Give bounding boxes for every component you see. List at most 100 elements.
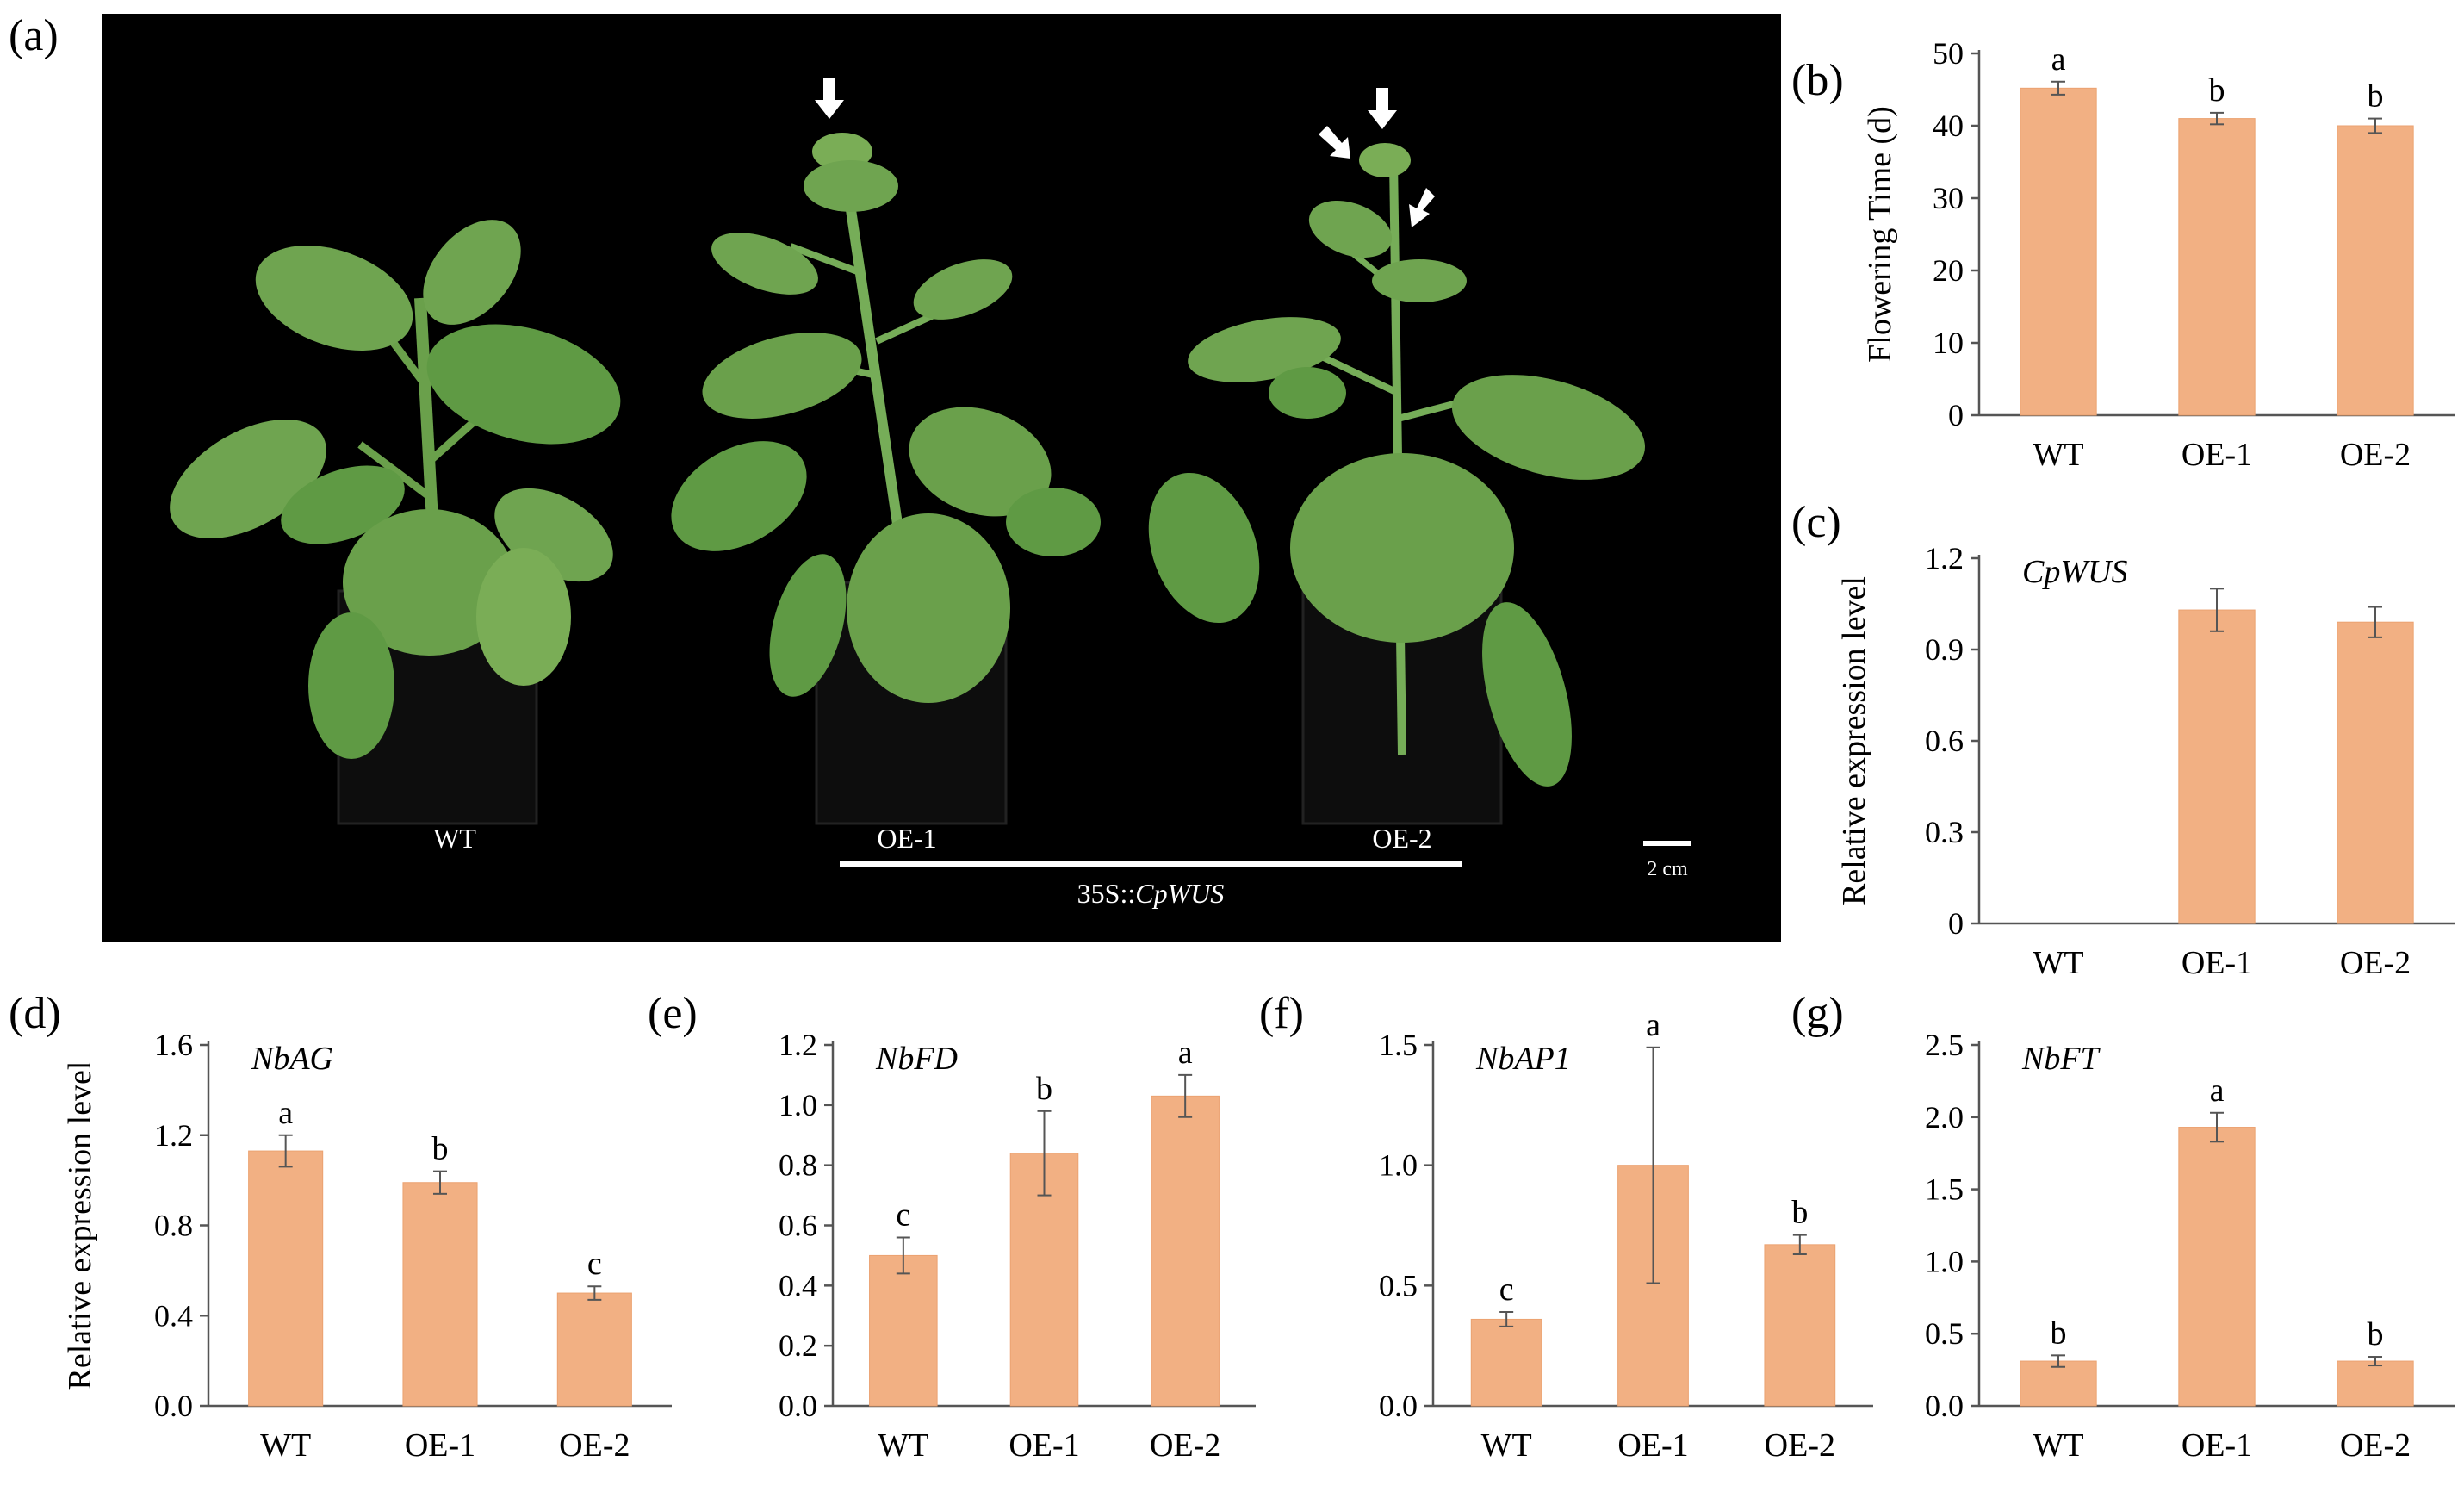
construct-label: 35S::CpWUS xyxy=(1077,878,1225,909)
y-tick-label-f: 1.0 xyxy=(1379,1148,1418,1183)
panel-label-e: (e) xyxy=(648,989,698,1038)
gene-label-g: NbFT xyxy=(2021,1041,2101,1077)
bar-d-oe-2 xyxy=(556,1292,632,1407)
y-tick-label-g: 2.0 xyxy=(1925,1100,1964,1135)
panel-label-c: (c) xyxy=(1791,498,1841,547)
bar-g-wt xyxy=(2020,1360,2097,1407)
panel-label-f: (f) xyxy=(1259,989,1304,1038)
gene-label-f: NbAP1 xyxy=(1475,1041,1571,1077)
y-tick-label-c: 0.9 xyxy=(1925,632,1964,667)
x-tick-label-d: WT xyxy=(260,1427,311,1464)
x-tick-label-f: OE-1 xyxy=(1617,1427,1688,1464)
bar-e-wt xyxy=(869,1254,938,1407)
x-tick-label-e: OE-1 xyxy=(1009,1427,1079,1464)
y-tick-label-d: 1.2 xyxy=(154,1118,193,1153)
bar-c-oe-1 xyxy=(2178,609,2256,924)
x-tick-label-b: OE-1 xyxy=(2182,437,2252,473)
bar-d-oe-1 xyxy=(402,1182,478,1407)
oe2-plant xyxy=(1148,143,1645,825)
x-tick-label-d: OE-2 xyxy=(559,1427,630,1464)
y-tick-label-e: 0.0 xyxy=(779,1389,817,1423)
sig-letter-f: b xyxy=(1791,1195,1808,1231)
x-tick-label-g: OE-2 xyxy=(2340,1427,2411,1464)
y-tick-label-e: 0.2 xyxy=(779,1328,817,1363)
y-tick-label-e: 0.6 xyxy=(779,1209,817,1243)
sig-letter-d: a xyxy=(278,1095,293,1131)
sig-letter-e: a xyxy=(1178,1035,1193,1071)
bar-b-wt xyxy=(2020,87,2097,416)
x-tick-label-f: OE-2 xyxy=(1765,1427,1835,1464)
bar-e-oe-2 xyxy=(1151,1095,1220,1407)
y-tick-label-e: 1.0 xyxy=(779,1088,817,1122)
x-tick-label-d: OE-1 xyxy=(405,1427,475,1464)
arrows xyxy=(815,78,1435,227)
sig-letter-d: b xyxy=(432,1131,449,1167)
gene-label-c: CpWUS xyxy=(2022,554,2127,590)
x-tick-label-c: OE-1 xyxy=(2182,945,2252,981)
construct-line xyxy=(840,861,1462,867)
y-tick-label-b: 0 xyxy=(1948,398,1964,432)
y-tick-label-c: 0 xyxy=(1948,906,1964,941)
bar-g-oe-1 xyxy=(2178,1127,2256,1407)
y-tick-label-c: 1.2 xyxy=(1925,541,1964,575)
y-tick-label-d: 0.0 xyxy=(154,1389,193,1423)
x-tick-label-g: WT xyxy=(2033,1427,2083,1464)
x-tick-label-b: OE-2 xyxy=(2340,437,2411,473)
y-tick-label-f: 0.5 xyxy=(1379,1268,1418,1303)
arrow-oe2-right xyxy=(1409,188,1435,227)
y-tick-label-g: 2.5 xyxy=(1925,1028,1964,1062)
sig-letter-d: c xyxy=(587,1246,602,1282)
sig-letter-f: c xyxy=(1499,1271,1514,1308)
sig-letter-b: b xyxy=(2368,78,2384,115)
gene-label-e: NbFD xyxy=(875,1041,958,1077)
bar-f-oe-2 xyxy=(1764,1244,1836,1407)
x-tick-label-e: OE-2 xyxy=(1150,1427,1220,1464)
y-tick-label-f: 1.5 xyxy=(1379,1028,1418,1062)
y-tick-label-e: 0.4 xyxy=(779,1268,817,1303)
x-tick-label-b: WT xyxy=(2033,437,2083,473)
oe1-plant xyxy=(671,133,1101,825)
y-tick-label-b: 30 xyxy=(1933,181,1964,215)
x-tick-label-g: OE-1 xyxy=(2182,1427,2252,1464)
sig-letter-e: b xyxy=(1036,1071,1052,1107)
panel-label-d: (d) xyxy=(9,989,61,1038)
y-tick-label-b: 10 xyxy=(1933,326,1964,360)
sig-letter-g: a xyxy=(2210,1073,2225,1109)
x-tick-label-f: WT xyxy=(1481,1427,1532,1464)
bar-f-wt xyxy=(1470,1318,1542,1407)
y-tick-label-d: 0.8 xyxy=(154,1209,193,1243)
sig-letter-g: b xyxy=(2368,1316,2384,1352)
arrow-oe2-left xyxy=(1319,126,1350,159)
plant-photo-drawing: WT OE-1 OE-2 35S::CpWUS 2 cm xyxy=(170,78,1691,909)
arrow-oe1-top xyxy=(815,78,844,119)
photo-label-oe2: OE-2 xyxy=(1372,823,1431,854)
scale-bar xyxy=(1643,841,1691,846)
y-tick-label-b: 50 xyxy=(1933,36,1964,71)
x-tick-label-c: WT xyxy=(2033,945,2083,981)
y-axis-label-b: Flowering Time (d) xyxy=(1862,106,1898,363)
sig-letter-b: b xyxy=(2209,72,2225,109)
x-tick-label-e: WT xyxy=(878,1427,928,1464)
y-tick-label-g: 0.5 xyxy=(1925,1316,1964,1351)
bar-b-oe-1 xyxy=(2178,118,2256,416)
gene-label-d: NbAG xyxy=(251,1041,333,1077)
y-axis-label-c: Relative expression level xyxy=(1836,576,1872,905)
y-tick-label-e: 1.2 xyxy=(779,1028,817,1062)
y-tick-label-e: 0.8 xyxy=(779,1148,817,1183)
photo-label-wt: WT xyxy=(433,823,476,854)
panel-label-a: (a) xyxy=(9,11,59,60)
wt-plant xyxy=(170,220,621,825)
y-tick-label-d: 0.4 xyxy=(154,1298,193,1333)
sig-letter-f: a xyxy=(1646,1007,1660,1043)
y-tick-label-c: 0.6 xyxy=(1925,724,1964,758)
y-tick-label-b: 40 xyxy=(1933,109,1964,143)
photo-label-oe1: OE-1 xyxy=(877,823,936,854)
scale-bar-label: 2 cm xyxy=(1647,858,1688,880)
x-tick-label-c: OE-2 xyxy=(2340,945,2411,981)
bar-c-oe-2 xyxy=(2337,621,2414,924)
panel-label-g: (g) xyxy=(1791,989,1844,1038)
y-tick-label-g: 1.0 xyxy=(1925,1244,1964,1278)
panel-label-b: (b) xyxy=(1791,56,1844,105)
